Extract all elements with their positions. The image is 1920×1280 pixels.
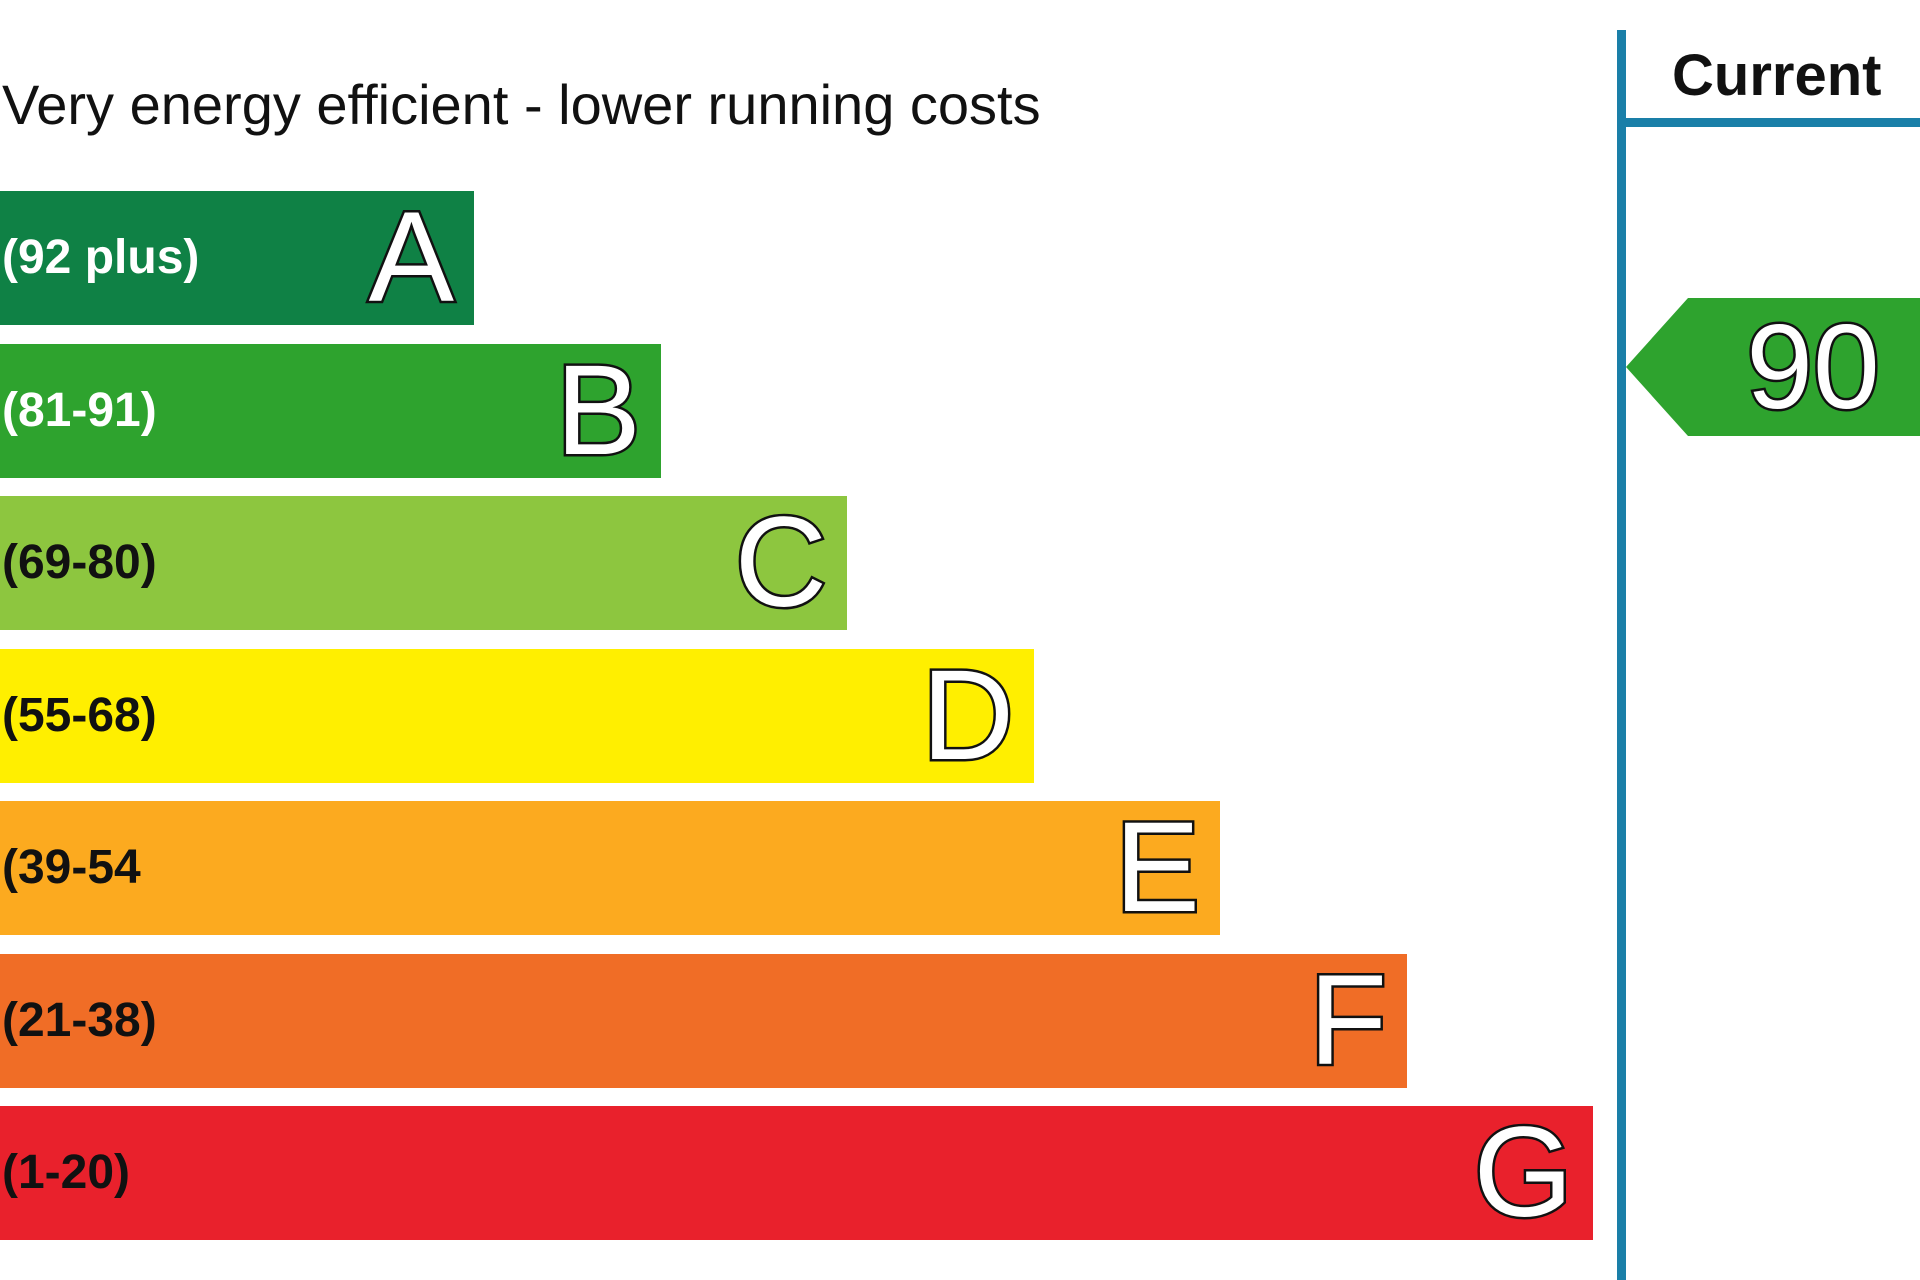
band-range-label: (1-20) (2, 1146, 131, 1199)
band-f: (21-38) F (0, 949, 1407, 1092)
band-g: (1-20) G (0, 1101, 1593, 1244)
band-range-label: (92 plus) (2, 231, 200, 284)
current-rating-value: 90 (1744, 298, 1882, 437)
band-letter: A (366, 186, 456, 329)
band-range-label: (69-80) (2, 536, 157, 589)
band-letter: B (553, 339, 643, 482)
column-header-rule (1617, 118, 1920, 127)
band-c: (69-80) C (0, 491, 847, 634)
current-rating-arrow-shape (1626, 298, 1920, 436)
band-letter: D (919, 644, 1016, 787)
band-d: (55-68) D (0, 644, 1034, 787)
band-range-label: (21-38) (2, 994, 157, 1047)
current-rating-arrow: 90 (1626, 298, 1920, 437)
band-b: (81-91) B (0, 339, 661, 482)
band-letter: E (1112, 796, 1202, 939)
band-a: (92 plus) A (0, 186, 474, 329)
band-range-label: (81-91) (2, 384, 157, 437)
band-e: (39-54 E (0, 796, 1220, 939)
current-column-header: Current (1672, 43, 1882, 108)
band-range-label: (55-68) (2, 689, 157, 742)
column-divider (1617, 30, 1626, 1280)
chart-heading: Very energy efficient - lower running co… (2, 73, 1041, 136)
band-letter: G (1471, 1101, 1576, 1244)
band-range-label: (39-54 (2, 841, 141, 894)
band-letter: C (732, 491, 829, 634)
band-letter: F (1306, 949, 1389, 1092)
